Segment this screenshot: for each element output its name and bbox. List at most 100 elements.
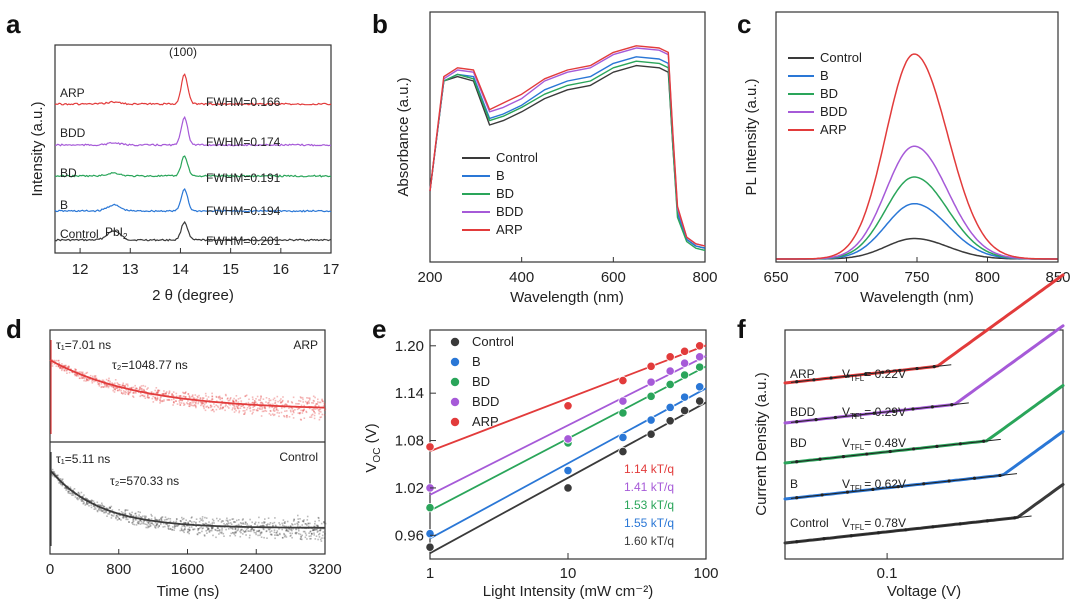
decay-point-arp bbox=[61, 363, 63, 365]
decay-point-arp bbox=[271, 413, 274, 415]
decay-point-control bbox=[167, 526, 170, 528]
decay-point-control bbox=[283, 525, 286, 527]
decay-point-arp bbox=[242, 410, 245, 412]
decay-point-arp bbox=[115, 386, 117, 388]
tau2-control: τ₂=570.33 ns bbox=[110, 474, 179, 488]
decay-point-arp bbox=[238, 411, 240, 414]
decay-point-control bbox=[124, 516, 127, 518]
decay-point-arp bbox=[281, 400, 284, 403]
decay-point-arp bbox=[213, 405, 216, 408]
decay-point-arp bbox=[112, 386, 115, 388]
decay-point-control bbox=[65, 489, 67, 491]
jv-point-bdd bbox=[833, 415, 838, 420]
decay-point-arp bbox=[51, 362, 53, 365]
decay-point-control bbox=[230, 523, 233, 526]
decay-point-arp bbox=[144, 385, 147, 388]
decay-point-arp bbox=[273, 410, 276, 412]
decay-point-control bbox=[59, 481, 61, 484]
decay-point-control bbox=[181, 525, 183, 527]
decay-point-control bbox=[158, 525, 160, 527]
decay-point-control bbox=[205, 517, 208, 519]
decay-point-control bbox=[103, 509, 105, 511]
decay-point-arp bbox=[159, 398, 161, 401]
decay-point-control bbox=[231, 518, 233, 520]
decay-point-control bbox=[203, 534, 206, 536]
x-tick-label-b: 200 bbox=[417, 269, 442, 286]
decay-point-control bbox=[216, 517, 218, 520]
decay-point-arp bbox=[131, 387, 133, 389]
decay-point-control bbox=[200, 519, 202, 521]
decay-point-arp bbox=[124, 385, 127, 387]
legend-label-e-bd: BD bbox=[472, 374, 490, 389]
decay-point-arp bbox=[305, 410, 307, 413]
decay-point-control bbox=[302, 520, 305, 522]
decay-point-arp bbox=[159, 399, 161, 402]
decay-point-control bbox=[90, 500, 92, 503]
decay-point-arp bbox=[269, 410, 272, 412]
decay-point-control bbox=[303, 519, 305, 521]
decay-point-control bbox=[259, 532, 262, 535]
decay-point-control bbox=[244, 521, 247, 523]
decay-point-control bbox=[234, 534, 237, 537]
x-tick-label-d: 0 bbox=[46, 561, 54, 578]
decay-point-arp bbox=[191, 400, 194, 402]
decay-point-control bbox=[257, 530, 259, 532]
decay-point-arp bbox=[109, 384, 112, 387]
decay-point-control bbox=[296, 531, 298, 534]
x-tick-label-c: 650 bbox=[763, 269, 788, 286]
device-label-b: B bbox=[790, 477, 798, 491]
voc-point-arp bbox=[563, 401, 573, 411]
decay-point-control bbox=[284, 534, 287, 537]
decay-point-arp bbox=[102, 386, 105, 388]
y-axis-label-a: Intensity (a.u.) bbox=[29, 101, 46, 196]
decay-point-control bbox=[155, 519, 158, 521]
decay-point-arp bbox=[317, 401, 319, 403]
decay-point-arp bbox=[272, 408, 275, 411]
x-tick-label-a: 16 bbox=[272, 261, 289, 278]
decay-point-control bbox=[289, 535, 292, 537]
decay-point-arp bbox=[143, 388, 145, 391]
decay-point-control bbox=[250, 525, 252, 527]
decay-point-arp bbox=[182, 402, 185, 405]
decay-point-control bbox=[111, 509, 114, 511]
decay-point-arp bbox=[251, 402, 253, 404]
voc-point-control bbox=[618, 447, 628, 457]
decay-point-control bbox=[295, 531, 297, 534]
decay-point-arp bbox=[251, 396, 254, 398]
decay-point-arp bbox=[321, 400, 324, 402]
decay-point-arp bbox=[127, 393, 130, 396]
decay-point-control bbox=[309, 530, 312, 533]
decay-point-control bbox=[220, 521, 223, 523]
decay-point-arp bbox=[80, 375, 83, 377]
decay-point-control bbox=[207, 528, 210, 530]
decay-point-control bbox=[133, 523, 136, 526]
decay-point-arp bbox=[288, 416, 291, 418]
x-tick-label-c: 750 bbox=[904, 269, 929, 286]
decay-point-arp bbox=[210, 399, 213, 401]
decay-point-arp bbox=[134, 388, 137, 390]
plot-frame-b bbox=[429, 11, 706, 263]
decay-point-control bbox=[210, 526, 213, 528]
decay-point-control bbox=[169, 528, 172, 530]
decay-point-arp bbox=[188, 405, 190, 407]
decay-point-arp bbox=[192, 402, 194, 404]
decay-point-arp bbox=[187, 393, 190, 395]
decay-point-control bbox=[318, 517, 320, 519]
decay-point-arp bbox=[256, 395, 259, 398]
decay-point-control bbox=[180, 520, 182, 523]
decay-point-control bbox=[156, 523, 158, 525]
decay-point-control bbox=[237, 528, 239, 531]
decay-point-arp bbox=[201, 402, 204, 404]
decay-point-arp bbox=[292, 417, 295, 419]
decay-point-control bbox=[251, 528, 254, 530]
decay-point-control bbox=[318, 536, 321, 538]
decay-point-arp bbox=[254, 400, 256, 402]
decay-point-control bbox=[306, 519, 309, 521]
decay-point-arp bbox=[180, 399, 182, 401]
decay-point-arp bbox=[176, 403, 179, 405]
vtfl-v: V bbox=[842, 367, 850, 381]
decay-point-control bbox=[260, 531, 263, 533]
decay-point-control bbox=[62, 481, 64, 483]
vtfl-label-bd: VTFL= 0.48V bbox=[842, 436, 906, 452]
jv-point-arp bbox=[846, 374, 850, 378]
